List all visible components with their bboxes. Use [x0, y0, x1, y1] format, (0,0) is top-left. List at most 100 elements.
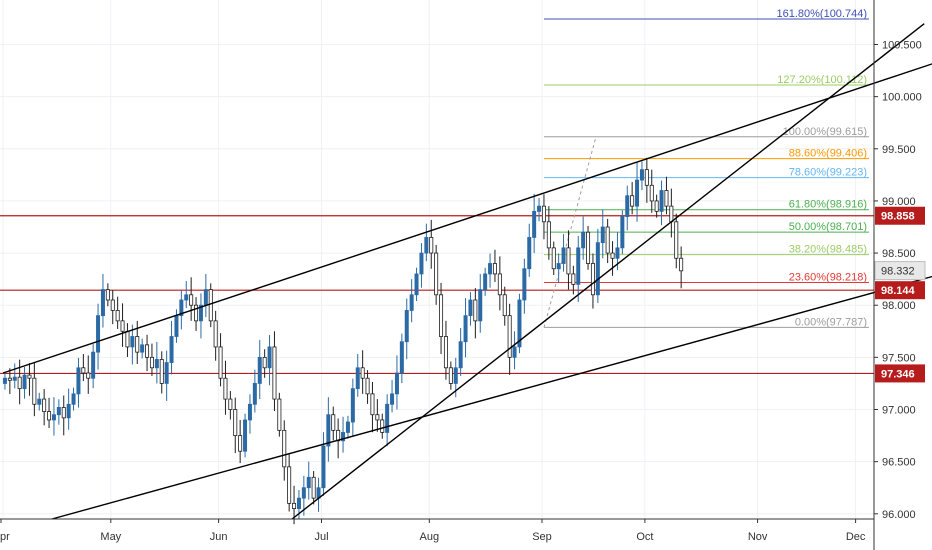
candle-body: [576, 247, 581, 285]
fib-level-label: 23.60%(98.218): [789, 271, 867, 283]
fib-anchor-line: [543, 136, 597, 328]
candle-body: [424, 237, 429, 254]
candle-body: [404, 310, 409, 343]
x-axis: pr May Jun Jul Aug Sep Oct Nov Dec: [0, 518, 874, 543]
candle-body: [654, 200, 659, 212]
candle-body: [311, 476, 316, 499]
fib-level-label: 100.00%(99.615): [783, 126, 867, 138]
candle-body: [262, 356, 267, 369]
candle-body: [32, 377, 37, 405]
candle-body: [439, 294, 444, 337]
candle-body: [355, 367, 360, 390]
candle-body: [247, 403, 252, 421]
candle-body: [213, 320, 218, 348]
candle-body: [105, 289, 110, 301]
candle-body: [110, 299, 115, 311]
candle-body: [507, 315, 512, 358]
level-price-tag-text: 98.858: [881, 211, 915, 223]
candle-body: [47, 411, 52, 421]
candle-body: [649, 184, 654, 202]
candle-body: [615, 247, 620, 259]
candle-body: [488, 263, 493, 275]
x-tick-label: Jun: [210, 531, 228, 543]
candle-body: [399, 341, 404, 374]
candle-body: [135, 336, 140, 353]
candle-body: [517, 299, 522, 348]
candle-body: [2, 377, 7, 384]
candle-body: [556, 263, 561, 270]
candle-body: [522, 268, 527, 301]
candle-body: [483, 273, 488, 290]
candle-body: [635, 179, 640, 207]
y-tick-label: 97.000: [882, 405, 916, 417]
candle-body: [282, 429, 287, 468]
candle-body: [267, 346, 272, 369]
candle-body: [590, 263, 595, 296]
y-tick-label: 100.500: [882, 40, 922, 52]
candle-body: [385, 403, 390, 433]
candle-body: [22, 374, 27, 390]
candle-body: [257, 356, 262, 384]
candle-body: [468, 299, 473, 317]
candle-body: [610, 252, 615, 259]
candle-body: [164, 362, 169, 384]
candle-body: [81, 367, 86, 374]
candle-body: [42, 398, 47, 412]
fib-level-label: 50.00%(98.701): [789, 221, 867, 233]
fibonacci-levels: 161.80%(100.744) 127.20%(100.112) 100.00%(…: [543, 8, 869, 328]
candle-body: [198, 304, 203, 322]
candle-body: [189, 294, 194, 306]
candle-body: [306, 476, 311, 489]
candle-body: [492, 263, 497, 275]
candle-body: [620, 216, 625, 249]
candle-body: [7, 377, 12, 381]
candle-body: [120, 320, 125, 332]
candle-body: [502, 294, 507, 317]
candle-body: [174, 315, 179, 337]
candle-body: [674, 221, 679, 259]
candle-body: [419, 252, 424, 275]
candle-body: [149, 356, 154, 369]
candle-body: [669, 205, 674, 223]
candle-body: [296, 497, 301, 509]
level-price-tag-text: 98.144: [881, 285, 916, 297]
candle-body: [365, 377, 370, 395]
candle-body: [86, 372, 91, 379]
candle-body: [326, 414, 331, 447]
fib-level-label: 38.20%(98.485): [789, 244, 867, 256]
x-tick-label: Nov: [748, 531, 768, 543]
candle-body: [586, 231, 591, 264]
candle-body: [644, 169, 649, 186]
candle-body: [571, 273, 576, 285]
candle-body: [551, 247, 556, 270]
candle-body: [61, 407, 66, 419]
candle-body: [100, 289, 105, 317]
y-tick-label: 98.000: [882, 300, 916, 312]
candle-body: [630, 195, 635, 207]
trend-line: [51, 275, 932, 520]
candle-body: [458, 341, 463, 369]
y-tick-label: 99.000: [882, 196, 916, 208]
current-price-tag-text: 98.332: [881, 266, 915, 278]
candle-body: [301, 487, 306, 499]
candle-body: [56, 407, 61, 416]
price-tags: 98.858 98.144 97.346 98.332: [874, 206, 926, 383]
candle-body: [203, 289, 208, 306]
candle-body: [37, 398, 42, 405]
candle-body: [600, 226, 605, 244]
candle-body: [252, 383, 257, 405]
x-tick-label: Sep: [532, 531, 552, 543]
candle-body: [218, 346, 223, 379]
candle-body: [145, 344, 150, 358]
candle-body: [429, 237, 434, 254]
trend-line: [291, 23, 925, 520]
level-price-tag: [875, 281, 925, 300]
y-axis: 100.500 100.000 99.500 99.000 98.500 98.000 97…: [873, 0, 922, 550]
candle-body: [179, 299, 184, 317]
candle-body: [561, 247, 566, 264]
candle-body: [581, 231, 586, 249]
candle-body: [541, 205, 546, 223]
y-tick-label: 97.500: [882, 352, 916, 364]
trend-line: [2, 63, 932, 374]
